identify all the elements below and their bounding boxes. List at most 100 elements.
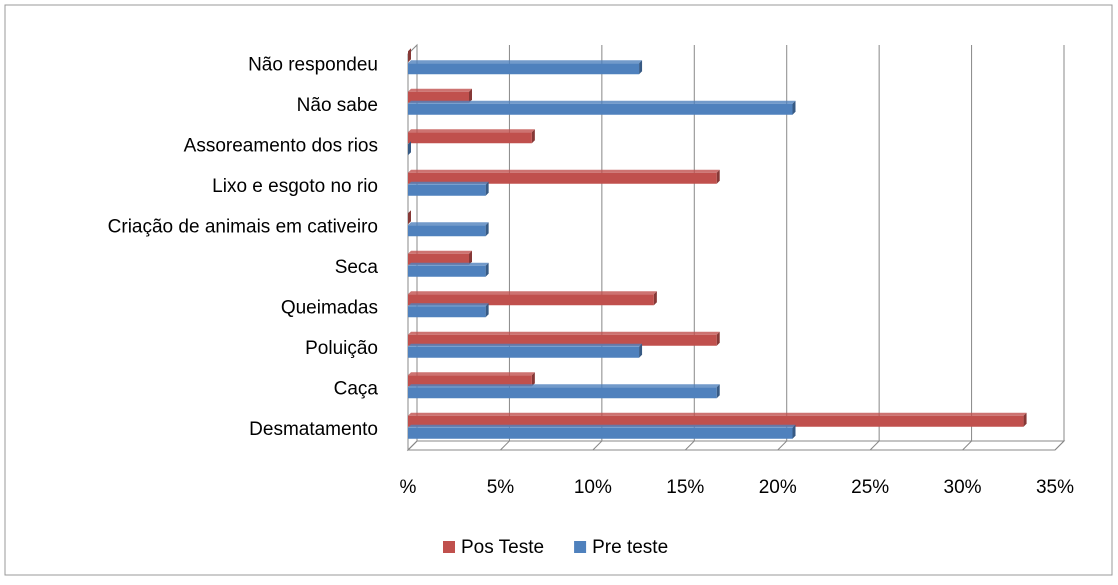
bar-face [408, 184, 486, 196]
bar-face [408, 334, 717, 346]
bar [408, 210, 411, 225]
bar-face [408, 225, 486, 237]
bar-face [639, 343, 643, 358]
bar-face [792, 100, 796, 115]
bar-face [408, 250, 473, 254]
legend-label: Pre teste [592, 537, 668, 558]
y-tick-label: Criação de animais em cativeiro [108, 216, 378, 237]
bar-face [531, 129, 535, 144]
bar-face [469, 250, 473, 265]
bar [408, 412, 1027, 427]
bar [408, 88, 473, 103]
bar-face [408, 172, 717, 184]
bar-face [408, 427, 793, 439]
bar-face [653, 291, 657, 306]
bar-face [485, 303, 489, 318]
bar-face [408, 210, 411, 225]
bar [408, 343, 643, 358]
bar [408, 424, 796, 439]
y-tick-label: Não respondeu [248, 54, 378, 75]
x-tick-label: 30% [944, 477, 982, 498]
bar [408, 372, 535, 387]
bar-face [408, 48, 411, 63]
y-tick-label: Desmatamento [249, 419, 378, 440]
bar-face [408, 181, 489, 185]
x-tick-label: 35% [1036, 477, 1074, 498]
y-tick-label: Poluição [305, 338, 378, 359]
bar-face [531, 372, 535, 387]
chart-border [4, 4, 1113, 576]
bar [408, 250, 473, 265]
grid-line [962, 440, 972, 451]
bar-face [639, 60, 643, 75]
bar-face [408, 303, 489, 307]
x-tick-label: 20% [759, 477, 797, 498]
bar-face [408, 375, 532, 387]
bar-face [408, 415, 1024, 427]
legend-label: Pos Teste [461, 537, 544, 558]
bar-face [408, 291, 657, 295]
grid-line [500, 440, 510, 451]
bar-face [408, 412, 1027, 416]
bar-face [485, 222, 489, 237]
bar-face [408, 387, 717, 399]
y-tick-label: Assoreamento dos rios [184, 135, 378, 156]
grid-line [1054, 440, 1065, 451]
bar [408, 181, 489, 196]
bar [408, 331, 720, 346]
bar-face [408, 91, 470, 103]
bar-face [485, 262, 489, 277]
bar-face [716, 169, 720, 184]
bar-face [408, 132, 532, 144]
y-tick-label: Não sabe [297, 95, 378, 116]
bar-face [408, 372, 535, 376]
bar-face [408, 262, 489, 266]
x-tick-label: 5% [487, 477, 515, 498]
bar-face [408, 306, 486, 318]
bar-face [408, 265, 486, 277]
grid-line [407, 440, 418, 451]
grid-line [777, 440, 788, 451]
bar [408, 384, 720, 399]
bar-face [1023, 412, 1027, 427]
bar-face [408, 346, 640, 358]
x-tick-label: % [400, 477, 417, 498]
bar-face [408, 88, 473, 92]
bar-face [408, 100, 796, 104]
grid-line [869, 440, 880, 451]
bar [408, 48, 411, 63]
legend-swatch [574, 541, 587, 553]
bar-face [716, 384, 720, 399]
bar-face [408, 331, 720, 335]
bar-face [408, 63, 640, 75]
bar [408, 291, 657, 306]
bar-face [716, 331, 720, 346]
bar [408, 262, 489, 277]
bar-face [408, 103, 793, 115]
y-tick-label: Seca [335, 257, 379, 278]
bar [408, 303, 489, 318]
bar-face [408, 294, 654, 306]
bar-face [408, 222, 489, 226]
bar-face [408, 343, 643, 347]
y-tick-label: Queimadas [281, 297, 378, 318]
x-tick-label: 25% [851, 477, 889, 498]
bar [408, 169, 720, 184]
bar-face [408, 129, 535, 133]
bar-face [408, 384, 720, 388]
bar [408, 100, 796, 115]
grid-line [684, 440, 695, 451]
grid-line [592, 440, 603, 451]
bar-face [792, 424, 796, 439]
y-tick-label: Caça [334, 378, 379, 399]
bar [408, 60, 643, 75]
bar-face [485, 181, 489, 196]
bar-face [408, 141, 411, 156]
bar-face [408, 424, 796, 428]
bar [408, 141, 411, 156]
bar-face [408, 253, 470, 265]
bar [408, 129, 535, 144]
x-tick-label: 10% [574, 477, 612, 498]
bar [408, 222, 489, 237]
